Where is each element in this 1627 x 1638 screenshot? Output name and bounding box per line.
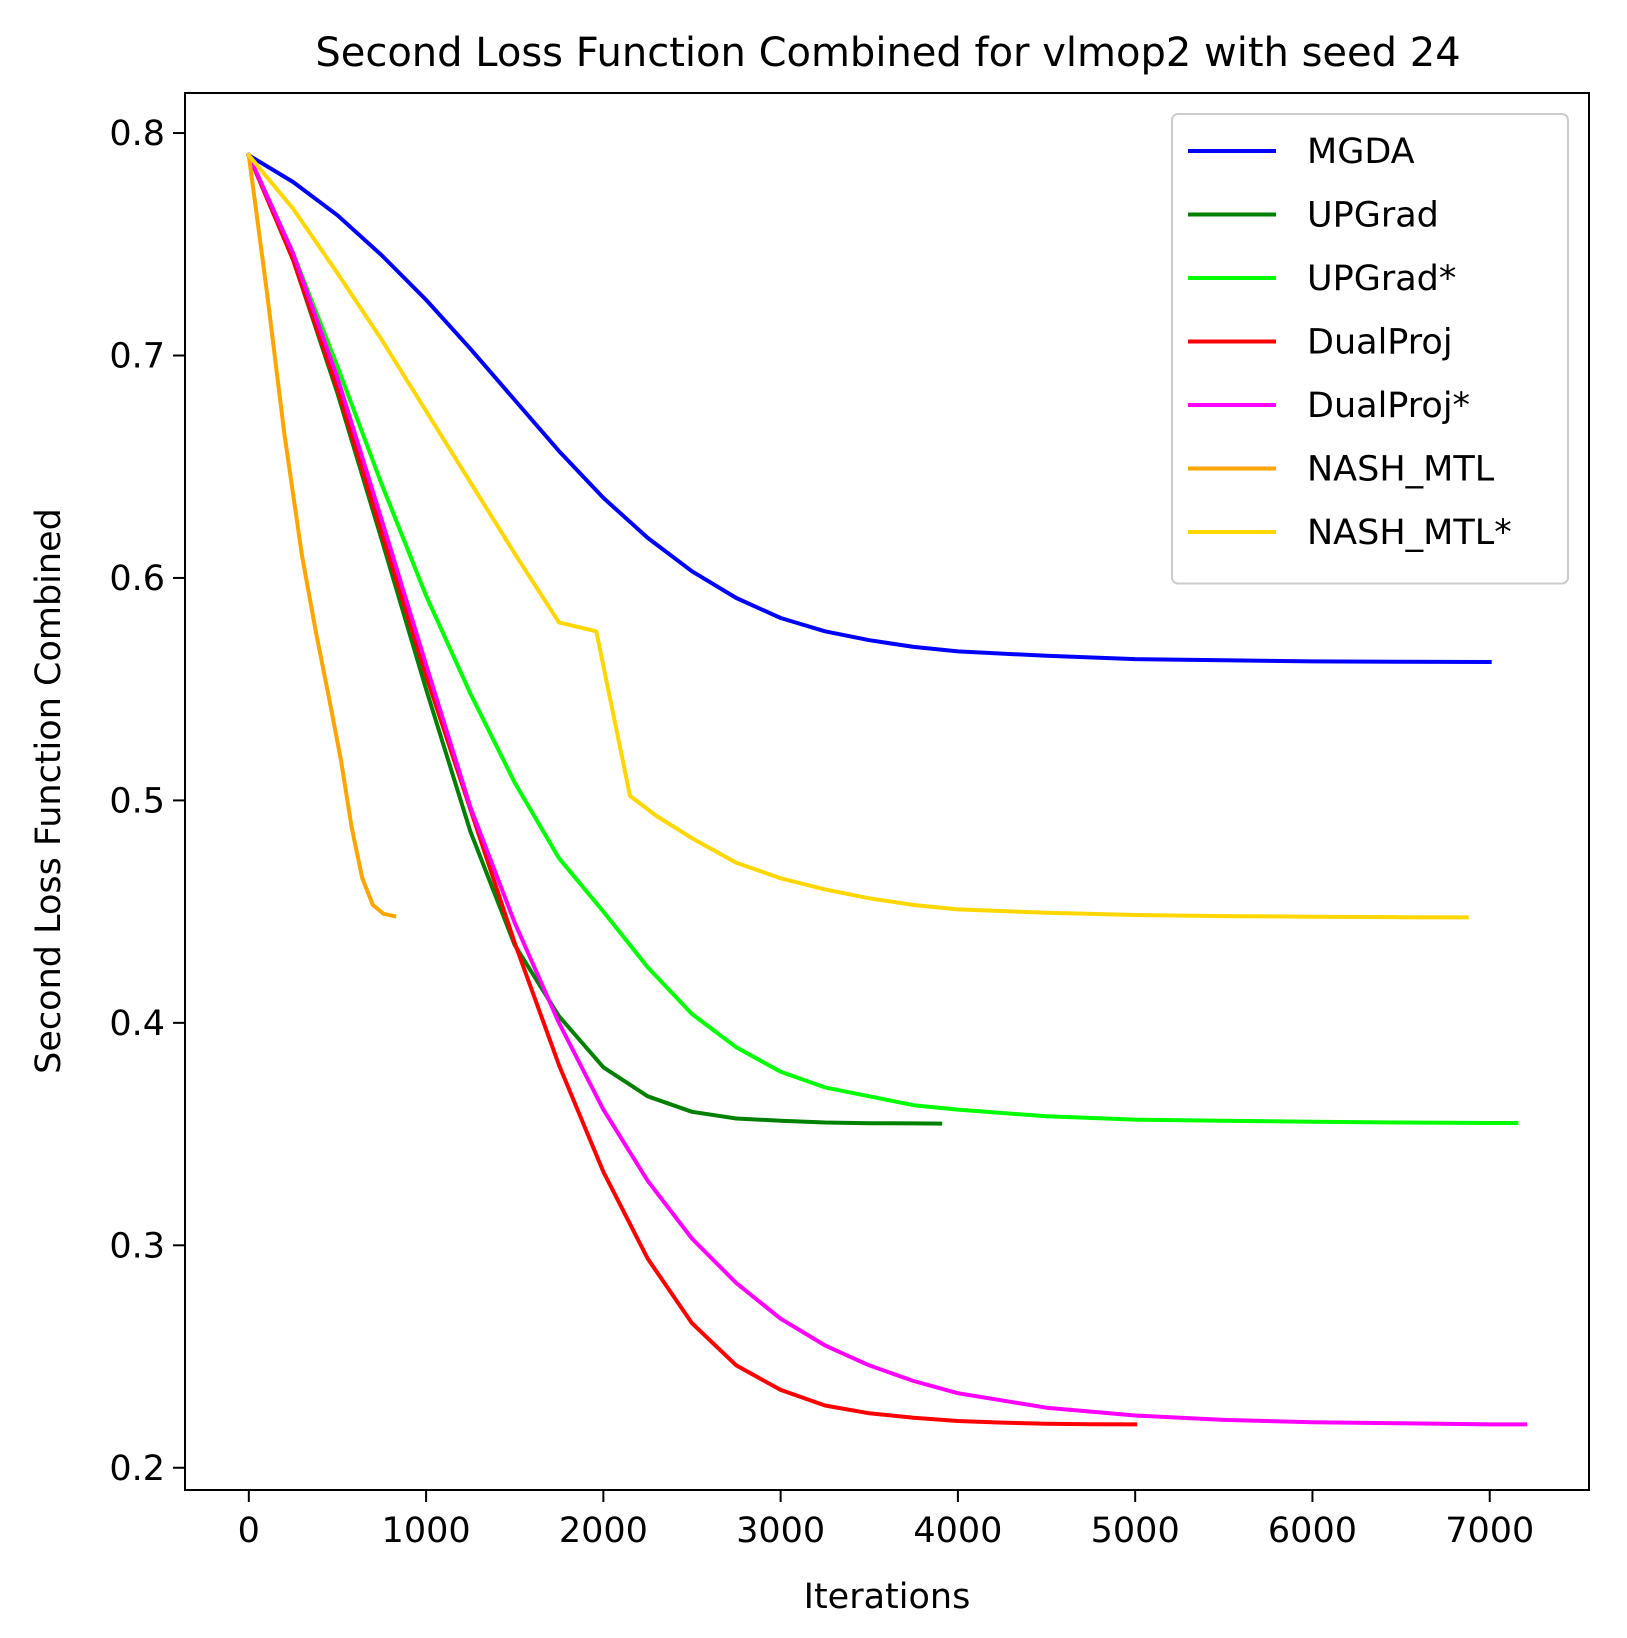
x-axis-label: Iterations xyxy=(804,1577,971,1617)
legend-label: DualProj* xyxy=(1307,386,1470,426)
legend-label: NASH_MTL xyxy=(1307,450,1495,490)
y-tick-label: 0.7 xyxy=(109,336,165,376)
plot-frame xyxy=(184,92,1590,1491)
y-tick-label: 0.4 xyxy=(109,1004,165,1044)
x-axis: 0 1000 2000 3000 4000 5000 6000 7000 xyxy=(238,1490,1534,1551)
series-line-0 xyxy=(246,152,1492,665)
legend-box xyxy=(1171,113,1569,585)
chart-title: Second Loss Function Combined for vlmop2… xyxy=(315,30,1460,76)
y-tick-label: 0.2 xyxy=(109,1449,165,1489)
x-tick-label: 2000 xyxy=(559,1511,648,1551)
series-line-6 xyxy=(245,152,1469,920)
x-tick-label: 6000 xyxy=(1268,1511,1357,1551)
series-line-3 xyxy=(246,152,1138,1427)
legend-label: UPGrad xyxy=(1307,196,1439,236)
legend-label: DualProj xyxy=(1307,323,1453,363)
series-line-4 xyxy=(246,152,1528,1427)
y-tick-label: 0.5 xyxy=(109,781,165,821)
y-axis: 0.2 0.3 0.4 0.5 0.6 0.7 0.8 xyxy=(109,114,185,1489)
legend: MGDA UPGrad UPGrad* DualProj DualProj* NASH_M… xyxy=(1171,113,1569,585)
x-tick-label: 3000 xyxy=(736,1511,825,1551)
legend-label: UPGrad* xyxy=(1307,259,1456,299)
x-tick-label: 5000 xyxy=(1091,1511,1180,1551)
legend-label: MGDA xyxy=(1307,132,1415,172)
y-tick-label: 0.3 xyxy=(109,1226,165,1266)
series-line-2 xyxy=(246,152,1519,1125)
legend-label: NASH_MTL* xyxy=(1307,513,1512,553)
x-tick-label: 1000 xyxy=(382,1511,471,1551)
x-tick-label: 0 xyxy=(238,1511,260,1551)
plot-area xyxy=(245,152,1528,1427)
series-line-5 xyxy=(246,153,397,919)
y-tick-label: 0.6 xyxy=(109,559,165,599)
x-tick-label: 4000 xyxy=(913,1511,1002,1551)
x-tick-label: 7000 xyxy=(1445,1511,1534,1551)
y-tick-label: 0.8 xyxy=(109,114,165,154)
y-axis-label: Second Loss Function Combined xyxy=(29,508,69,1074)
